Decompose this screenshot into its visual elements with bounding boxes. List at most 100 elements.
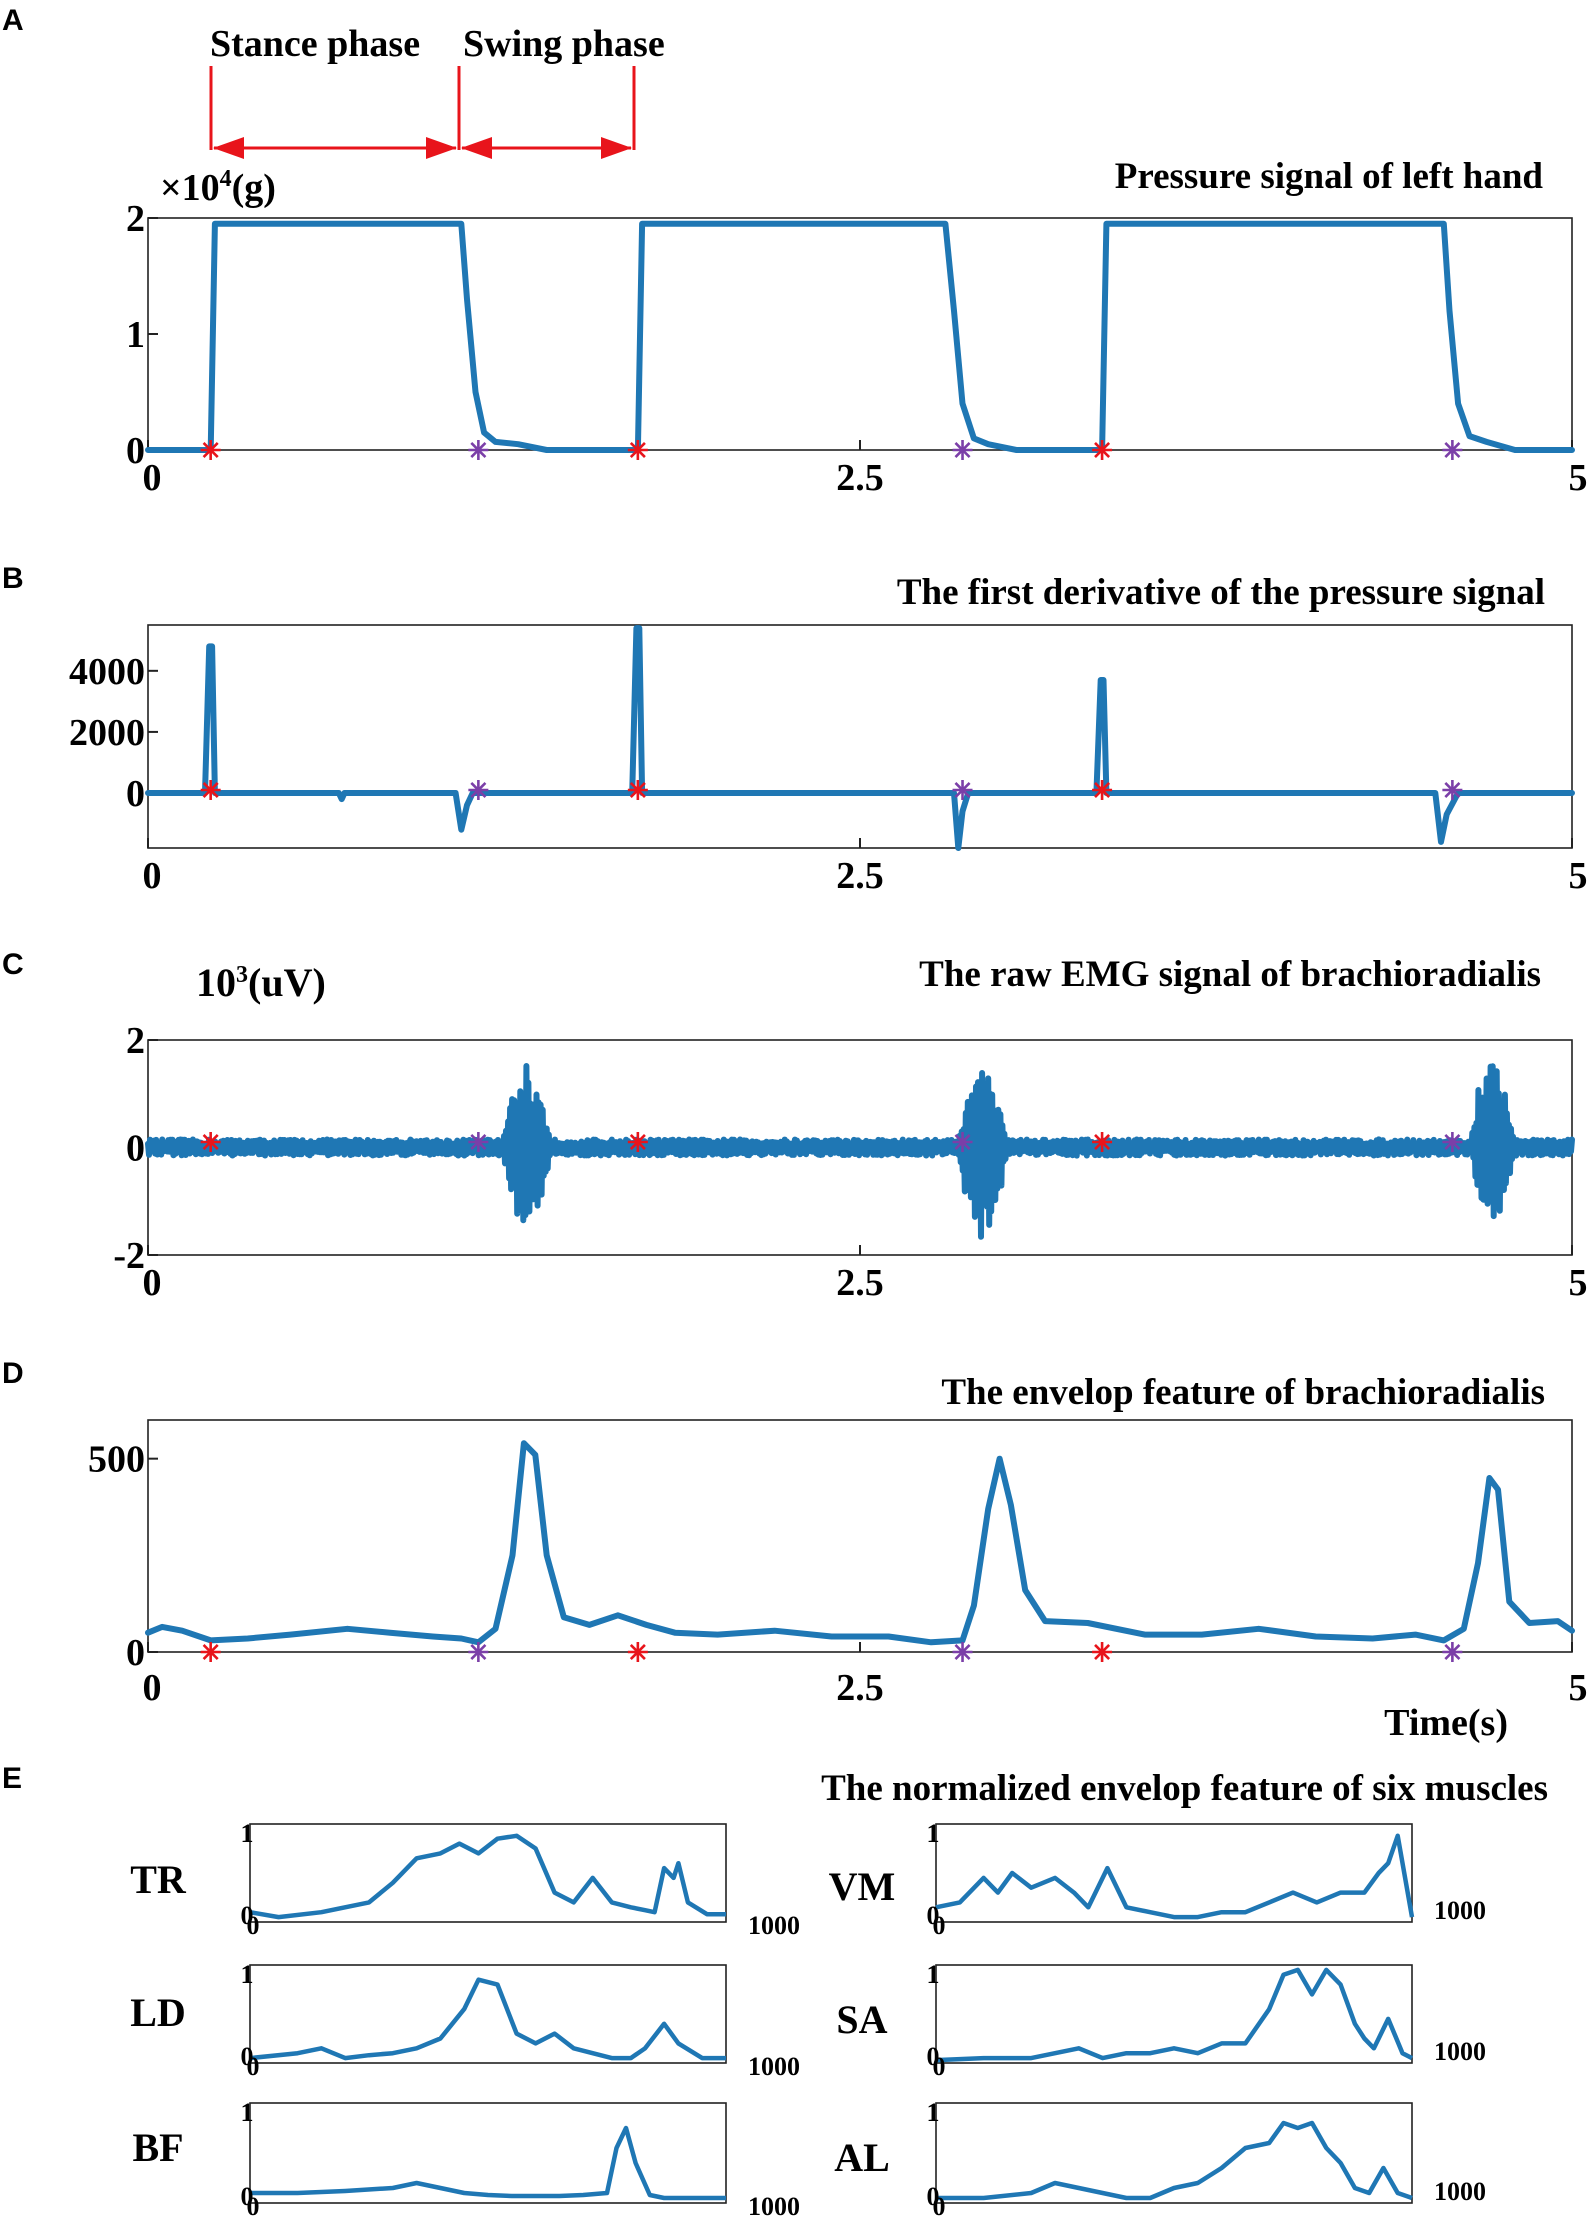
panel-d-plot: 0 500 0 2.5 5 <box>88 1419 1588 1709</box>
subplot-y-min-label: 0 <box>241 1901 254 1930</box>
subplot-x-min-label: 0 <box>247 1911 260 1940</box>
muscle-label: LD <box>130 1990 186 2035</box>
y-tick-label: 0 <box>126 773 145 815</box>
y-tick-label: 4000 <box>69 651 145 693</box>
stance-onset-marker <box>627 780 648 800</box>
subplot-y-min-label: 0 <box>241 2182 254 2211</box>
panel-a-title: Pressure signal of left hand <box>1115 156 1544 197</box>
subplot-series-line <box>250 2125 726 2201</box>
y-tick-label: 500 <box>88 1439 145 1481</box>
subplot-tr: TR 1 00 1000 <box>130 1819 800 1940</box>
stance-onset-marker <box>627 1642 648 1662</box>
subplot-series-line <box>936 2120 1413 2201</box>
stance-onset-marker <box>200 780 221 800</box>
subplot-frame <box>935 1823 1413 1923</box>
swing-onset-marker <box>952 1642 973 1662</box>
subplot-ld: LD 1 00 1000 <box>130 1960 800 2081</box>
panel-e-title: The normalized envelop feature of six mu… <box>821 1768 1548 1809</box>
x-tick-label: 2.5 <box>836 1667 884 1709</box>
panel-a-unit: ×104(g) <box>160 166 276 209</box>
subplot-y-min-label: 0 <box>927 1901 940 1930</box>
stance-onset-marker <box>1092 1132 1113 1152</box>
panel-d-title: The envelop feature of brachioradialis <box>941 1372 1545 1413</box>
subplot-frame <box>249 1823 727 1923</box>
panel-a-frame <box>147 217 1573 451</box>
subplot-y-max-label: 1 <box>927 2098 940 2127</box>
panel-c-title: The raw EMG signal of brachioradialis <box>919 954 1541 995</box>
subplot-frame <box>249 2102 727 2204</box>
y-tick-label: 0 <box>126 1632 145 1674</box>
x-tick-label: 0 <box>143 1667 162 1709</box>
subplot-y-min-label: 0 <box>927 2182 940 2211</box>
time-axis-label: Time(s) <box>1384 1702 1508 1744</box>
subplot-frame <box>249 1964 727 2064</box>
stance-onset-marker <box>1092 780 1113 800</box>
muscle-label: AL <box>834 2135 890 2180</box>
stance-onset-marker <box>1092 440 1113 460</box>
panel-b-series-line <box>145 625 1575 851</box>
x-tick-label: 5 <box>1569 855 1588 897</box>
subplot-y-min-label: 0 <box>241 2042 254 2071</box>
subplot-y-max-label: 1 <box>927 1819 940 1848</box>
subplot-x-min-label: 0 <box>247 2192 260 2221</box>
panel-c-unit: 103(uV) <box>196 960 326 1005</box>
x-tick-label: 0 <box>143 1262 162 1304</box>
subplot-series-line <box>249 1977 726 2061</box>
swing-onset-marker <box>1442 440 1463 460</box>
y-tick-label: 2 <box>126 1020 145 1062</box>
panel-letter-a: A <box>2 4 24 37</box>
subplot-x-min-label: 0 <box>247 2052 260 2081</box>
swing-phase-label: Swing phase <box>463 23 665 65</box>
y-tick-label: 2 <box>126 198 145 240</box>
panel-d-series-line <box>145 1440 1575 1646</box>
stance-onset-marker <box>627 440 648 460</box>
y-tick-label: 1 <box>126 314 145 356</box>
x-tick-label: 5 <box>1569 457 1588 499</box>
subplot-al: AL 1 00 1000 <box>834 2098 1486 2221</box>
y-tick-label: 2000 <box>69 712 145 754</box>
subplot-x-max-label: 1000 <box>1434 2037 1486 2066</box>
stance-phase-label: Stance phase <box>210 23 420 65</box>
subplot-y-max-label: 1 <box>241 1960 254 1989</box>
subplot-x-max-label: 1000 <box>1434 1896 1486 1925</box>
subplot-y-max-label: 1 <box>241 1819 254 1848</box>
subplot-series-line <box>935 1967 1414 2063</box>
subplot-x-max-label: 1000 <box>748 1911 800 1940</box>
subplot-x-max-label: 1000 <box>748 2052 800 2081</box>
muscle-label: VM <box>829 1864 896 1909</box>
swing-onset-marker <box>468 1642 489 1662</box>
panel-letter-b: B <box>2 562 24 595</box>
subplot-bf: BF 1 00 1000 <box>132 2098 800 2221</box>
muscle-label: TR <box>130 1857 187 1902</box>
x-tick-label: 5 <box>1569 1667 1588 1709</box>
subplot-x-max-label: 1000 <box>748 2192 800 2221</box>
panel-b-plot: 0 2000 4000 0 2.5 5 <box>69 624 1588 897</box>
muscle-label: BF <box>132 2125 183 2170</box>
subplot-x-max-label: 1000 <box>1434 2177 1486 2206</box>
panel-b-title: The first derivative of the pressure sig… <box>897 572 1545 613</box>
panel-letter-c: C <box>2 948 24 981</box>
panel-a-plot: 0 1 2 0 2.5 5 <box>126 198 1588 499</box>
y-tick-label: 0 <box>126 1128 145 1170</box>
subplot-frame <box>935 2102 1413 2204</box>
subplot-series-line <box>249 1833 726 1920</box>
stance-onset-marker <box>200 1132 221 1152</box>
x-tick-label: 0 <box>143 457 162 499</box>
panel-c-emg-line <box>145 1063 1575 1240</box>
subplot-vm: VM 1 00 1000 <box>829 1819 1486 1940</box>
swing-onset-marker <box>1442 1132 1463 1152</box>
subplot-y-max-label: 1 <box>927 1960 940 1989</box>
muscle-label: SA <box>836 1997 887 2042</box>
swing-onset-marker <box>952 1132 973 1152</box>
x-tick-label: 2.5 <box>836 1262 884 1304</box>
subplot-series-line <box>935 1833 1415 1920</box>
x-tick-label: 2.5 <box>836 855 884 897</box>
panel-b-frame <box>147 624 1573 849</box>
swing-onset-marker <box>952 440 973 460</box>
swing-onset-marker <box>1442 1642 1463 1662</box>
subplot-frame <box>935 1964 1413 2064</box>
x-tick-label: 0 <box>143 855 162 897</box>
subplot-y-max-label: 1 <box>241 2098 254 2127</box>
